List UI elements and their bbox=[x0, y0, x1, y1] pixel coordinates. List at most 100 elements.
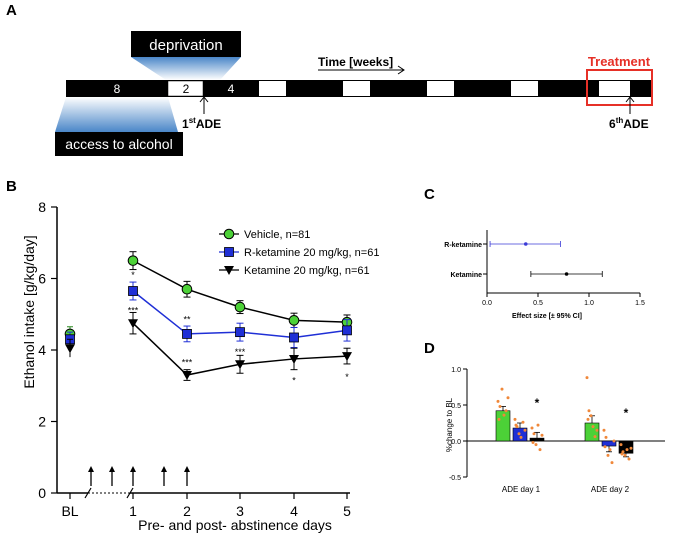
d-data-point bbox=[591, 425, 595, 429]
b-significance-mark: *** bbox=[128, 306, 139, 316]
b-legend-item: Vehicle, n=81 bbox=[219, 228, 310, 241]
d-data-point bbox=[506, 396, 510, 400]
b-x-tick-label: 5 bbox=[343, 503, 351, 519]
deprivation-band bbox=[131, 57, 241, 80]
b-injection-arrow bbox=[88, 466, 94, 486]
d-data-point bbox=[500, 387, 504, 391]
access-label: access to alcohol bbox=[65, 136, 172, 152]
b-point-marker bbox=[128, 319, 138, 329]
d-data-point bbox=[521, 420, 525, 424]
b-point-marker bbox=[288, 315, 300, 326]
b-x-tick-label: 4 bbox=[290, 503, 298, 519]
access-band bbox=[55, 97, 178, 132]
d-y-tick-label: 0.0 bbox=[451, 439, 461, 446]
b-series-1 bbox=[65, 281, 352, 348]
d-data-point bbox=[627, 457, 631, 461]
d-data-point bbox=[612, 439, 616, 443]
d-data-point bbox=[498, 404, 502, 408]
d-bar bbox=[584, 422, 600, 442]
d-data-point bbox=[586, 417, 590, 421]
d-data-point bbox=[514, 423, 518, 427]
b-series-line bbox=[132, 322, 348, 376]
b-point-marker bbox=[342, 352, 352, 362]
d-data-point bbox=[602, 428, 606, 432]
treatment-label: Treatment bbox=[588, 54, 651, 69]
b-significance-mark: ** bbox=[183, 315, 191, 325]
timeline-bar bbox=[66, 80, 652, 97]
c-effect-point bbox=[523, 242, 528, 246]
d-data-point bbox=[587, 409, 591, 413]
b-point-marker bbox=[289, 354, 299, 364]
b-significance-mark: *** bbox=[182, 358, 193, 368]
b-x-tick-label: BL bbox=[61, 503, 78, 519]
b-point-marker bbox=[289, 332, 299, 343]
b-point-marker bbox=[65, 344, 75, 354]
d-data-point bbox=[530, 426, 534, 430]
d-y-tick-label: 0.5 bbox=[451, 403, 461, 410]
panel-b-letter: B bbox=[6, 178, 17, 195]
b-x-tick-label: 1 bbox=[129, 503, 137, 519]
d-y-tick-label: -0.5 bbox=[449, 475, 461, 482]
treatment-box bbox=[586, 69, 653, 106]
b-injection-arrow bbox=[161, 466, 167, 486]
b-significance-mark: * bbox=[292, 375, 296, 385]
b-point-marker bbox=[64, 328, 76, 340]
time-label: Time [weeks] bbox=[318, 55, 393, 69]
c-effect-row: R-ketamine bbox=[444, 241, 561, 249]
box-number-8: 8 bbox=[114, 82, 121, 96]
b-point-marker bbox=[341, 316, 353, 328]
timeline-white-blocks bbox=[167, 80, 630, 97]
b-y-tick-label: 0 bbox=[38, 485, 46, 501]
d-data-point bbox=[534, 443, 538, 447]
d-data-point bbox=[513, 417, 517, 421]
b-significance-mark: * bbox=[345, 372, 349, 382]
b-x-axis-label: Pre- and post- abstinence days bbox=[138, 517, 332, 533]
b-point-marker bbox=[182, 371, 192, 381]
panel-c-letter: C bbox=[424, 186, 435, 203]
d-y-axis-label: %change to BL bbox=[445, 397, 454, 452]
b-legend-label: R-ketamine 20 mg/kg, n=61 bbox=[244, 247, 379, 259]
b-y-tick-label: 8 bbox=[38, 199, 46, 215]
c-x-axis-label: Effect size [± 95% CI] bbox=[512, 313, 582, 320]
ade6-label: 6thADE bbox=[609, 116, 649, 131]
d-significance-mark: * bbox=[535, 396, 540, 410]
c-x-tick-label: 0.0 bbox=[482, 300, 492, 307]
panel-d-letter: D bbox=[424, 340, 435, 357]
b-legend-item: Ketamine 20 mg/kg, n=61 bbox=[219, 265, 370, 277]
d-data-point bbox=[504, 409, 508, 413]
b-point-marker bbox=[65, 334, 75, 345]
d-data-point bbox=[536, 423, 540, 427]
b-y-tick-label: 6 bbox=[38, 271, 46, 287]
b-axis-break-mark bbox=[126, 487, 134, 499]
d-data-point bbox=[523, 428, 527, 432]
d-data-point bbox=[538, 448, 542, 452]
d-data-point bbox=[629, 446, 633, 450]
b-series-0 bbox=[64, 251, 353, 342]
d-data-point bbox=[623, 453, 627, 457]
d-data-point bbox=[610, 461, 614, 465]
b-point-marker bbox=[128, 286, 138, 296]
b-point-marker bbox=[235, 360, 245, 370]
b-point-marker bbox=[234, 301, 246, 313]
b-y-axis-label: Ethanol intake [g/kg/day] bbox=[21, 235, 37, 388]
d-y-tick-label: 1.0 bbox=[451, 367, 461, 374]
b-point-marker bbox=[235, 327, 245, 338]
b-significance-mark: * bbox=[131, 270, 135, 280]
d-data-point bbox=[540, 433, 544, 437]
c-x-tick-label: 1.0 bbox=[584, 300, 594, 307]
d-data-point bbox=[606, 453, 610, 457]
d-data-point bbox=[532, 432, 536, 436]
b-injection-arrow bbox=[130, 466, 136, 486]
c-effect-point bbox=[564, 272, 569, 276]
d-bar bbox=[601, 440, 617, 447]
box-number-2: 2 bbox=[183, 82, 190, 96]
deprivation-box bbox=[131, 31, 241, 57]
c-x-tick-label: 1.5 bbox=[635, 300, 645, 307]
d-bar bbox=[512, 427, 528, 442]
panel-a-letter: A bbox=[6, 2, 17, 19]
d-data-point bbox=[497, 417, 501, 421]
b-significance-mark: *** bbox=[235, 347, 246, 357]
d-data-point bbox=[625, 448, 629, 452]
